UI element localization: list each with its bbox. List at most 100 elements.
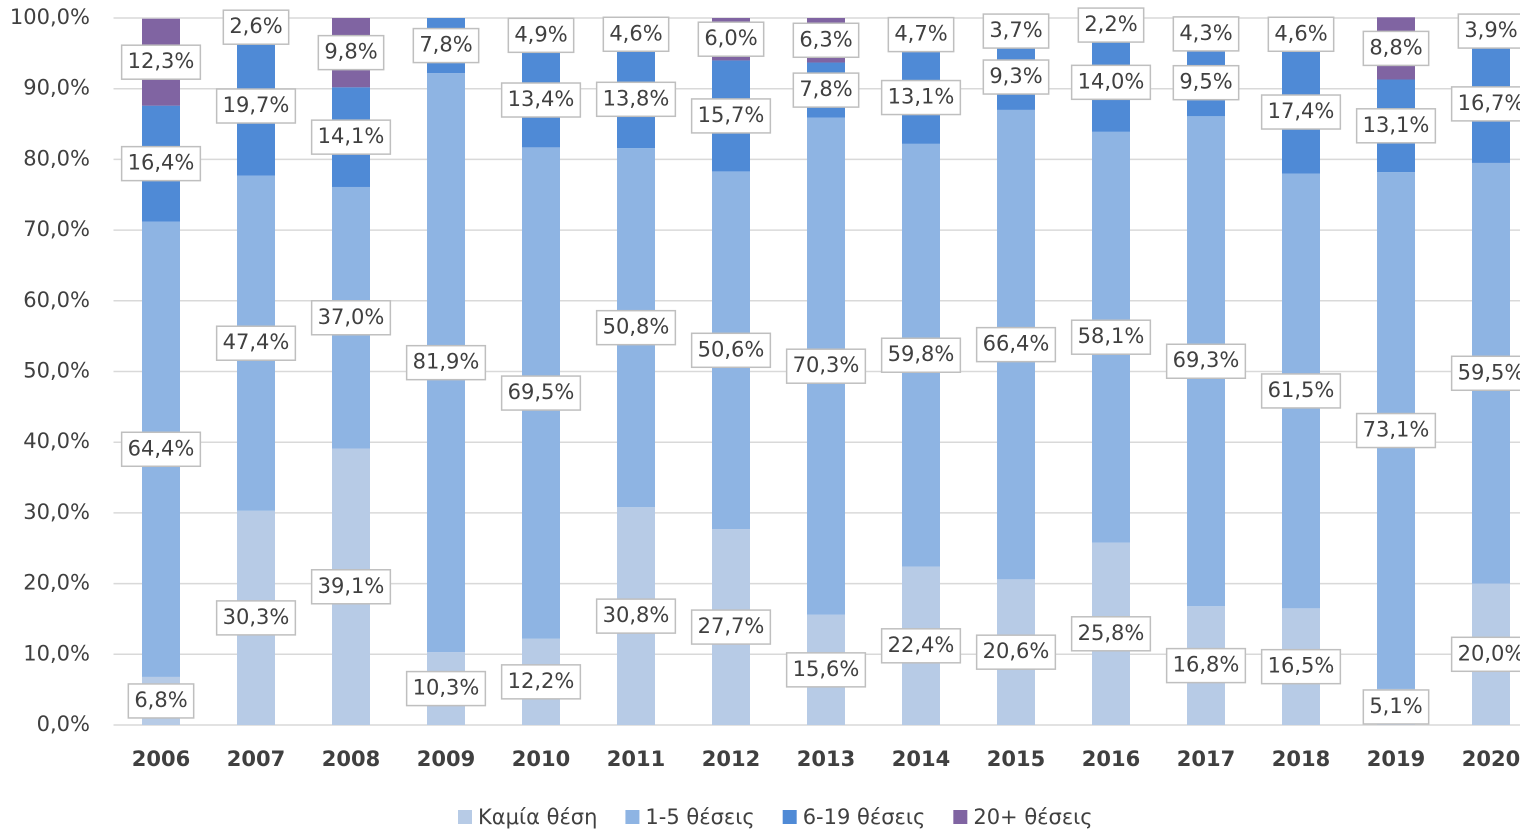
data-label-text: 14,1%	[318, 124, 385, 148]
x-tick-label: 2013	[797, 747, 855, 771]
data-label: 13,1%	[882, 81, 961, 115]
data-label-text: 19,7%	[223, 93, 290, 117]
data-label-text: 22,4%	[888, 633, 955, 657]
data-label: 59,5%	[1452, 356, 1520, 390]
data-label: 12,3%	[122, 45, 201, 79]
data-label-text: 7,8%	[419, 33, 472, 57]
data-label-text: 16,8%	[1173, 653, 1240, 677]
x-tick-label: 2015	[987, 747, 1045, 771]
y-tick-label: 100,0%	[10, 5, 90, 29]
data-label-text: 70,3%	[793, 353, 860, 377]
data-label: 4,7%	[888, 18, 953, 52]
data-label: 16,4%	[122, 147, 201, 181]
y-tick-label: 40,0%	[23, 429, 90, 453]
data-label-text: 50,8%	[603, 315, 670, 339]
data-label-text: 73,1%	[1363, 418, 1430, 442]
legend-label: 6-19 θέσεις	[803, 805, 926, 829]
y-tick-label: 80,0%	[23, 146, 90, 170]
data-label: 3,9%	[1458, 14, 1520, 48]
data-label-text: 39,1%	[318, 574, 385, 598]
data-label-text: 14,0%	[1078, 69, 1145, 93]
data-label-text: 25,8%	[1078, 621, 1145, 645]
data-label-text: 9,5%	[1179, 70, 1232, 94]
legend-swatch	[783, 810, 797, 824]
data-label-text: 9,8%	[324, 40, 377, 64]
data-label-text: 4,9%	[514, 22, 567, 46]
data-label-text: 47,4%	[223, 330, 290, 354]
data-label-text: 5,1%	[1369, 694, 1422, 718]
data-label: 37,0%	[312, 301, 391, 335]
x-tick-label: 2012	[702, 747, 760, 771]
data-label-text: 2,6%	[229, 14, 282, 38]
data-label: 30,3%	[217, 601, 296, 635]
data-label: 14,1%	[312, 120, 391, 154]
data-label-text: 4,3%	[1179, 21, 1232, 45]
legend-swatch	[625, 810, 639, 824]
data-label: 27,7%	[692, 610, 771, 644]
data-label-text: 4,6%	[609, 21, 662, 45]
data-label: 4,3%	[1173, 17, 1238, 51]
y-tick-label: 90,0%	[23, 76, 90, 100]
data-label: 39,1%	[312, 570, 391, 604]
data-label-text: 61,5%	[1268, 378, 1335, 402]
data-label: 7,8%	[413, 29, 478, 63]
data-label: 19,7%	[217, 89, 296, 123]
x-tick-label: 2020	[1462, 747, 1520, 771]
data-label: 15,6%	[787, 653, 866, 687]
y-tick-label: 60,0%	[23, 288, 90, 312]
x-tick-label: 2006	[132, 747, 190, 771]
data-label: 9,5%	[1173, 66, 1238, 100]
data-label: 4,6%	[603, 17, 668, 51]
data-label: 13,8%	[597, 82, 676, 116]
y-tick-label: 70,0%	[23, 217, 90, 241]
data-label: 16,8%	[1167, 649, 1246, 683]
data-label: 9,3%	[983, 60, 1048, 94]
data-label: 22,4%	[882, 629, 961, 663]
data-label: 6,8%	[128, 684, 193, 718]
data-label: 61,5%	[1262, 374, 1341, 408]
x-tick-label: 2009	[417, 747, 475, 771]
legend-swatch	[953, 810, 967, 824]
data-label-text: 59,8%	[888, 342, 955, 366]
data-label: 16,7%	[1452, 87, 1520, 121]
data-label-text: 7,8%	[799, 77, 852, 101]
data-label-text: 12,3%	[128, 49, 195, 73]
legend-label: Καμία θέση	[478, 805, 597, 829]
data-label-text: 13,1%	[1363, 113, 1430, 137]
data-label-text: 15,6%	[793, 657, 860, 681]
data-label-text: 13,8%	[603, 86, 670, 110]
data-label: 73,1%	[1357, 414, 1436, 448]
legend-swatch	[458, 810, 472, 824]
data-label: 20,6%	[977, 635, 1056, 669]
data-label-text: 8,8%	[1369, 35, 1422, 59]
data-label: 10,3%	[407, 672, 486, 706]
data-label: 12,2%	[502, 665, 581, 699]
data-label: 3,7%	[983, 14, 1048, 48]
y-tick-label: 20,0%	[23, 571, 90, 595]
data-label: 6,0%	[698, 22, 763, 56]
data-label: 4,9%	[508, 18, 573, 52]
data-label-text: 3,7%	[989, 18, 1042, 42]
data-label: 13,1%	[1357, 109, 1436, 143]
data-label: 5,1%	[1363, 690, 1428, 724]
data-label-text: 64,4%	[128, 436, 195, 460]
data-label-text: 16,4%	[128, 151, 195, 175]
data-label-text: 66,4%	[983, 332, 1050, 356]
data-label-text: 4,6%	[1274, 21, 1327, 45]
y-tick-label: 0,0%	[37, 712, 90, 736]
data-label-text: 15,7%	[698, 103, 765, 127]
data-label: 7,8%	[793, 73, 858, 107]
x-tick-label: 2019	[1367, 747, 1425, 771]
data-label-text: 20,0%	[1458, 641, 1520, 665]
data-label: 20,0%	[1452, 637, 1520, 671]
x-tick-label: 2017	[1177, 747, 1235, 771]
data-label-text: 37,0%	[318, 305, 385, 329]
data-label-text: 30,3%	[223, 605, 290, 629]
data-label-text: 69,5%	[508, 380, 575, 404]
data-label-text: 20,6%	[983, 639, 1050, 663]
data-label: 69,5%	[502, 376, 581, 410]
data-label-text: 30,8%	[603, 603, 670, 627]
x-tick-label: 2016	[1082, 747, 1140, 771]
